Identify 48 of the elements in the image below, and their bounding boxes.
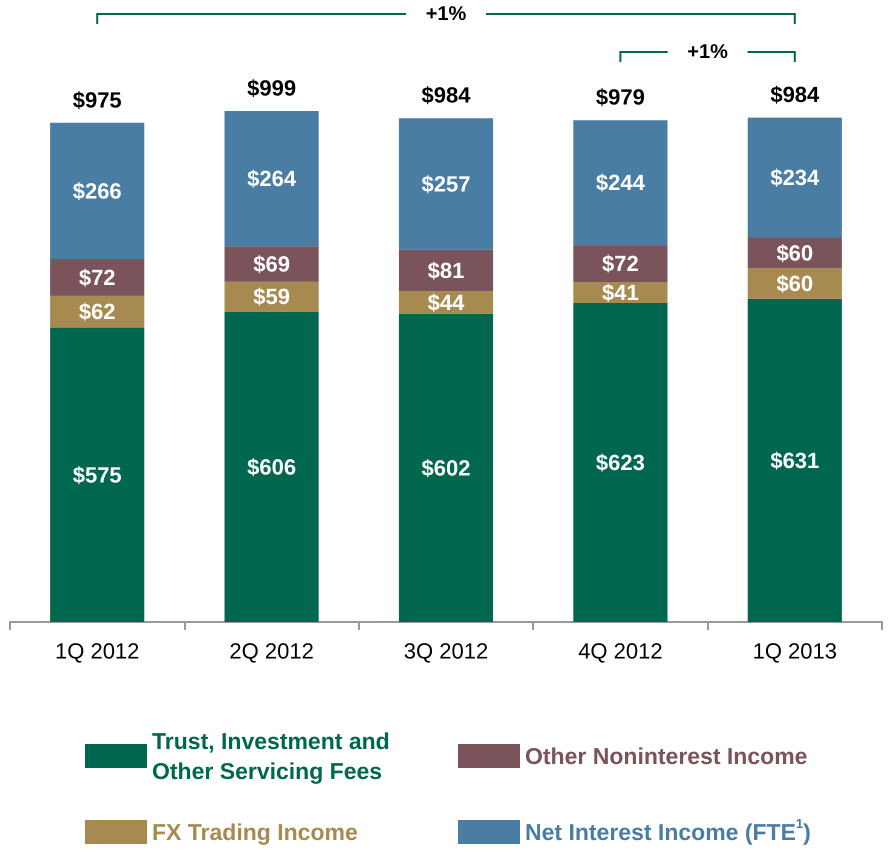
bar <box>398 118 494 250</box>
data-label: $244 <box>596 170 646 196</box>
legend-label: FX Trading Income <box>152 819 358 845</box>
data-label: $59 <box>253 284 290 310</box>
total-label: $975 <box>72 87 122 112</box>
x-tick-label: 2Q 2012 <box>229 638 314 664</box>
data-label: $234 <box>770 165 820 190</box>
data-label: $62 <box>78 299 116 324</box>
data-label: $266 <box>72 178 122 204</box>
data-label: $72 <box>78 264 116 290</box>
x-tick-label: 3Q 2012 <box>404 638 488 664</box>
total-label: $984 <box>422 82 472 108</box>
bar <box>50 122 144 259</box>
bar <box>573 245 668 282</box>
data-label: $69 <box>253 251 290 276</box>
data-label: $631 <box>770 448 820 473</box>
data-label: $60 <box>776 271 814 296</box>
data-label: $264 <box>247 166 297 192</box>
data-label: $60 <box>776 240 814 266</box>
bar <box>224 111 319 246</box>
data-label: $72 <box>602 251 639 276</box>
legend-label: Other Noninterest Income <box>525 743 808 769</box>
bar <box>748 118 842 238</box>
x-tick-label: 1Q 2013 <box>752 638 838 664</box>
text: +1% <box>426 3 467 25</box>
data-label: $575 <box>72 462 122 488</box>
total-label: $984 <box>770 82 820 108</box>
data-label: $81 <box>428 258 464 284</box>
text: +1% <box>687 41 728 63</box>
bar <box>224 312 319 622</box>
bar <box>50 328 144 622</box>
data-label: $44 <box>428 290 466 316</box>
data-label: $257 <box>422 171 470 196</box>
bar <box>50 258 144 296</box>
data-label: $602 <box>422 455 470 480</box>
bar <box>398 314 494 622</box>
x-tick-label: 4Q 2012 <box>578 638 663 664</box>
x-tick-label: 1Q 2012 <box>54 638 140 664</box>
total-label: $979 <box>596 84 645 110</box>
bar <box>398 250 494 292</box>
bar <box>573 120 668 246</box>
bar <box>748 298 842 622</box>
data-label: $606 <box>247 454 296 480</box>
bar <box>573 303 668 622</box>
legend-label: Trust, Investment and Other Servicing Fees <box>152 728 396 784</box>
data-label: $41 <box>602 280 639 306</box>
data-label: $623 <box>596 450 645 476</box>
total-label: $999 <box>247 76 296 101</box>
